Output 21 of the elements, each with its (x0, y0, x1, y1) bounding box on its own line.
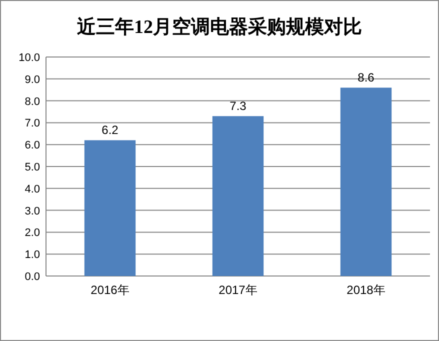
bar (212, 116, 264, 276)
data-label: 6.2 (102, 123, 119, 138)
bar (340, 88, 392, 276)
y-tick-label: 4.0 (24, 183, 40, 196)
x-tick-label: 2017年 (218, 283, 258, 297)
y-tick-label: 5.0 (24, 162, 40, 174)
y-tick-label: 0.0 (24, 271, 40, 283)
chart-title: 近三年12月空调电器采购规模对比 (76, 16, 362, 38)
x-tick-label: 2016年 (90, 283, 130, 297)
y-tick-label: 9.0 (24, 74, 40, 86)
data-label: 8.6 (358, 70, 375, 85)
x-tick-label: 2018年 (346, 283, 386, 297)
bar (84, 140, 136, 276)
y-tick-label: 1.0 (24, 249, 40, 262)
y-tick-label: 7.0 (24, 118, 40, 130)
y-tick-label: 6.0 (24, 140, 40, 152)
data-label: 7.3 (230, 99, 247, 114)
y-tick-label: 3.0 (24, 205, 40, 218)
y-tick-label: 8.0 (24, 96, 40, 108)
y-tick-label: 10.0 (18, 52, 40, 64)
y-tick-label: 2.0 (24, 227, 40, 240)
